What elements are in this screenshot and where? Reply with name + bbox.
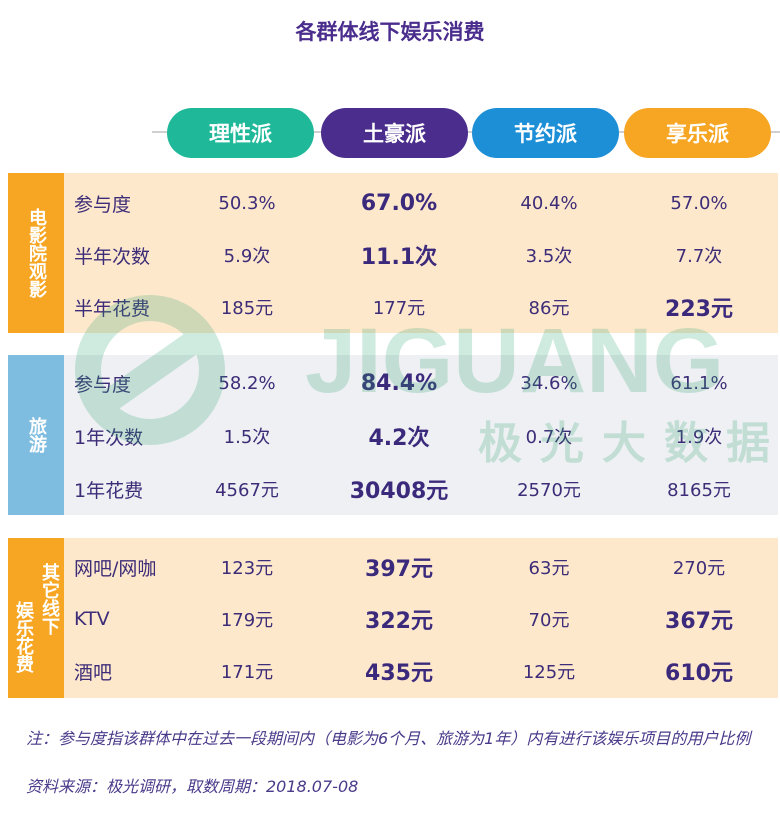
table-cell: 30408元 [349, 479, 449, 504]
table-cell: 185元 [220, 298, 274, 319]
section-name: 娱乐花费 [13, 601, 34, 673]
table-row: 酒吧 171元 435元 125元 610元 [64, 645, 778, 697]
group-label: 土豪派 [363, 122, 426, 146]
row-label: 1年次数 [74, 426, 144, 449]
section-title: 其它线下 娱乐花费 [8, 538, 64, 698]
table-row: 半年花费 185元 177元 86元 223元 [64, 281, 778, 333]
section-title: 电影院观影 [8, 173, 64, 333]
table-cell: 223元 [665, 297, 733, 322]
table-cell: 367元 [665, 609, 733, 634]
table-cell: 4.2次 [368, 426, 430, 451]
table-row: 1年次数 1.5次 4.2次 0.7次 1.9次 [64, 410, 778, 462]
source-note: 资料来源：极光调研，取数周期：2018.07-08 [26, 777, 359, 796]
row-label: 网吧/网咖 [74, 557, 157, 580]
table-row: 1年花费 4567元 30408元 2570元 8165元 [64, 463, 778, 515]
group-header-frugal: 节约派 [472, 108, 619, 158]
section-cinema: 电影院观影 参与度 50.3% 67.0% 40.4% 57.0% 半年次数 5… [8, 173, 778, 333]
group-header-hedonist: 享乐派 [624, 108, 771, 158]
table-cell: 435元 [365, 661, 433, 686]
table-cell: 177元 [372, 298, 426, 319]
row-label: 参与度 [74, 193, 132, 216]
table-cell: 84.4% [360, 370, 438, 396]
section-body: 参与度 58.2% 84.4% 34.6% 61.1% 1年次数 1.5次 4.… [64, 355, 778, 515]
footnote: 注：参与度指该群体中在过去一段期间内（电影为6个月、旅游为1年）内有进行该娱乐项… [26, 729, 751, 748]
table-cell: 50.3% [218, 192, 276, 214]
table-cell: 0.7次 [525, 427, 573, 448]
table-cell: 270元 [672, 558, 726, 579]
table-row: KTV 179元 322元 70元 367元 [64, 593, 778, 645]
table-cell: 125元 [522, 662, 576, 683]
table-cell: 1.9次 [675, 427, 723, 448]
table-cell: 3.5次 [525, 246, 573, 267]
table-cell: 63元 [528, 558, 570, 579]
table-cell: 40.4% [520, 192, 578, 214]
table-cell: 34.6% [520, 372, 578, 394]
section-travel: 旅游 参与度 58.2% 84.4% 34.6% 61.1% 1年次数 1.5次… [8, 355, 778, 515]
table-cell: 8165元 [667, 480, 731, 501]
table-cell: 5.9次 [223, 246, 271, 267]
section-body: 参与度 50.3% 67.0% 40.4% 57.0% 半年次数 5.9次 11… [64, 173, 778, 333]
table-cell: 11.1次 [360, 245, 438, 270]
table-cell: 179元 [220, 610, 274, 631]
table-cell: 610元 [665, 661, 733, 686]
table-cell: 123元 [220, 558, 274, 579]
row-label: 参与度 [74, 373, 132, 396]
row-label: KTV [74, 608, 110, 630]
section-title: 旅游 [8, 355, 64, 515]
group-header-rational: 理性派 [167, 108, 314, 158]
table-cell: 322元 [365, 609, 433, 634]
table-cell: 2570元 [517, 480, 581, 501]
table-row: 网吧/网咖 123元 397元 63元 270元 [64, 541, 778, 593]
table-cell: 57.0% [670, 192, 728, 214]
table-cell: 4567元 [215, 480, 279, 501]
section-other-offline: 其它线下 娱乐花费 网吧/网咖 123元 397元 63元 270元 KTV 1… [8, 538, 778, 698]
group-label: 节约派 [514, 122, 577, 146]
table-cell: 171元 [220, 662, 274, 683]
table-row: 半年次数 5.9次 11.1次 3.5次 7.7次 [64, 229, 778, 281]
group-label: 享乐派 [666, 122, 729, 146]
group-header-wealthy: 土豪派 [321, 108, 468, 158]
page-title: 各群体线下娱乐消费 [295, 20, 485, 44]
section-name: 其它线下 [39, 563, 60, 635]
row-label: 半年次数 [74, 245, 151, 268]
section-name: 旅游 [26, 417, 47, 453]
section-name: 电影院观影 [26, 208, 47, 298]
table-cell: 86元 [528, 298, 570, 319]
table-cell: 61.1% [670, 372, 728, 394]
row-label: 1年花费 [74, 479, 144, 502]
group-label: 理性派 [209, 122, 272, 146]
section-body: 网吧/网咖 123元 397元 63元 270元 KTV 179元 322元 7… [64, 538, 778, 698]
table-cell: 58.2% [218, 372, 276, 394]
table-row: 参与度 50.3% 67.0% 40.4% 57.0% [64, 177, 778, 229]
table-cell: 1.5次 [223, 427, 271, 448]
row-label: 酒吧 [74, 661, 113, 684]
table-cell: 397元 [365, 557, 433, 582]
table-cell: 67.0% [360, 190, 438, 216]
row-label: 半年花费 [74, 297, 151, 320]
table-cell: 70元 [528, 610, 570, 631]
table-row: 参与度 58.2% 84.4% 34.6% 61.1% [64, 357, 778, 409]
table-cell: 7.7次 [675, 246, 723, 267]
